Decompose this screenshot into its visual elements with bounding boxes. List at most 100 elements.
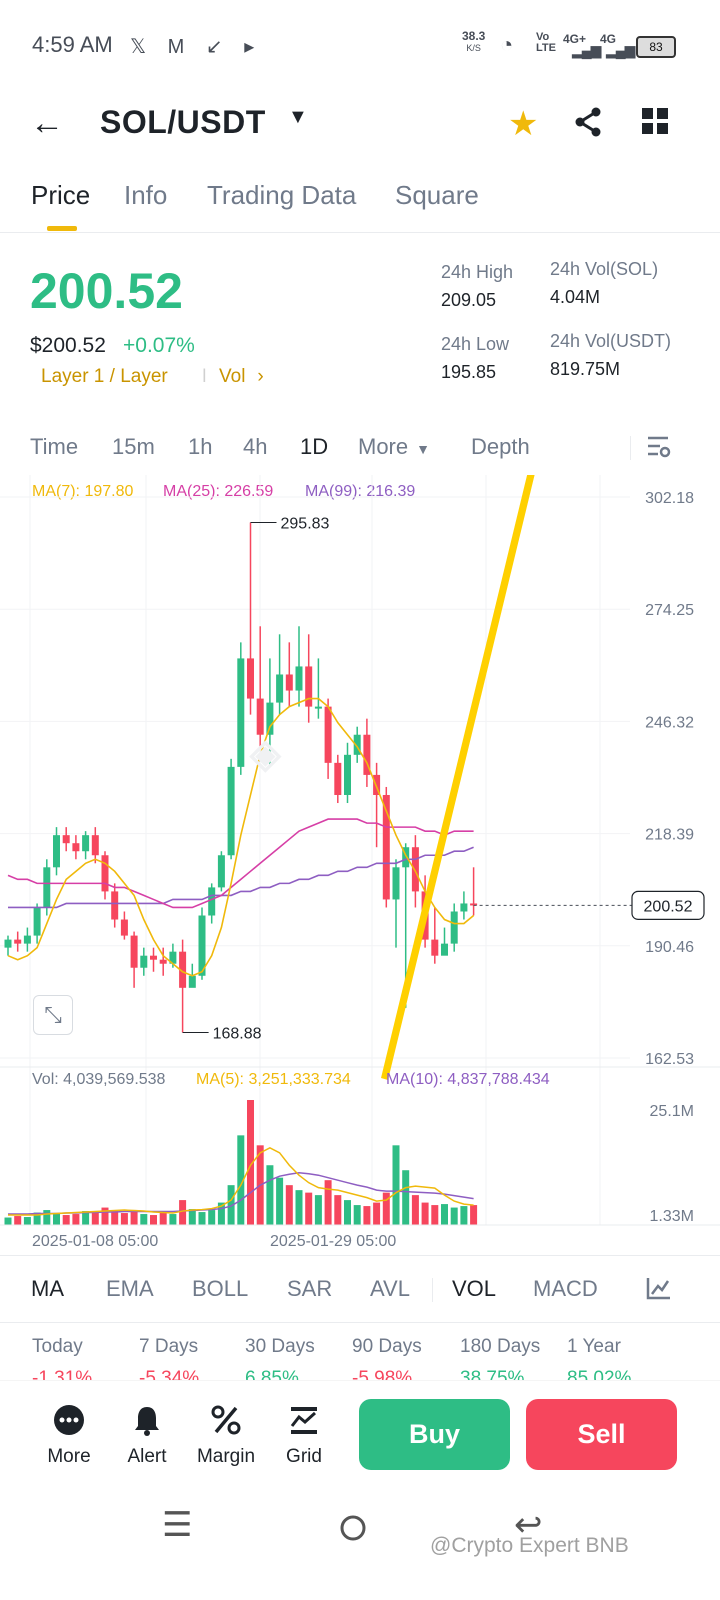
indicator-avl[interactable]: AVL bbox=[370, 1276, 410, 1301]
more-button[interactable]: More bbox=[29, 1404, 109, 1468]
candle-body bbox=[120, 919, 128, 936]
ma25-legend: MA(25): 226.59 bbox=[163, 483, 274, 500]
watermark-text: @Crypto Expert BNB bbox=[430, 1534, 629, 1557]
current-price-badge bbox=[631, 890, 705, 920]
perf-label-today: Today bbox=[32, 1336, 83, 1357]
candle-body bbox=[441, 943, 448, 956]
vol-usdt-label: 24h Vol(USDT) bbox=[550, 331, 672, 351]
volume-bar bbox=[33, 1212, 41, 1225]
tab-square[interactable]: Square bbox=[395, 180, 479, 210]
candle-body bbox=[285, 674, 293, 691]
perf-label-7d: 7 Days bbox=[139, 1336, 199, 1357]
candle-body bbox=[450, 911, 458, 944]
volume-bar bbox=[314, 1195, 322, 1225]
volume-bar bbox=[101, 1207, 109, 1225]
volume-bar bbox=[23, 1217, 31, 1225]
pair-title[interactable]: SOL/USDT bbox=[100, 104, 266, 140]
volume-bar bbox=[53, 1213, 60, 1225]
volume-bar bbox=[62, 1215, 70, 1225]
sell-button[interactable]: Sell bbox=[526, 1399, 677, 1470]
candle-body bbox=[237, 658, 245, 767]
tab-info[interactable]: Info bbox=[124, 180, 168, 210]
more-dots-icon bbox=[29, 1404, 109, 1440]
main-tabs bbox=[0, 176, 720, 233]
y-tick-label: 190.46 bbox=[645, 939, 694, 956]
star-icon[interactable]: ★ bbox=[508, 105, 539, 143]
candle-body bbox=[295, 666, 303, 691]
battery-indicator: 83 bbox=[636, 36, 676, 58]
timeframe-more[interactable]: More ▼ bbox=[358, 434, 430, 459]
indicator-settings-icon[interactable] bbox=[646, 1276, 672, 1307]
volume-bar bbox=[421, 1202, 429, 1225]
home-circle-icon[interactable] bbox=[338, 1505, 368, 1552]
y-tick-label: 274.25 bbox=[645, 602, 694, 619]
timeframe-4h[interactable]: 4h bbox=[243, 434, 268, 459]
indicator-vol[interactable]: VOL bbox=[452, 1276, 497, 1301]
grid-icon[interactable] bbox=[640, 106, 670, 144]
back-nav-icon[interactable]: ↩ bbox=[514, 1506, 543, 1544]
price-chart[interactable]: 302.18 274.25 246.32 218.39 190.46 162.53 295.… bbox=[0, 475, 720, 1255]
indicator-ma[interactable]: MA bbox=[31, 1276, 64, 1301]
high-marker-label: 295.83 bbox=[281, 516, 330, 533]
volume-bar bbox=[276, 1177, 284, 1225]
volume-bar bbox=[120, 1213, 128, 1225]
low-value: 195.85 bbox=[441, 362, 497, 382]
candle-body bbox=[23, 935, 31, 944]
candle-body bbox=[411, 847, 419, 892]
candle-body bbox=[208, 887, 216, 916]
recent-apps-icon[interactable]: ☰ bbox=[162, 1506, 193, 1544]
price-change: +0.07% bbox=[123, 334, 195, 357]
signal-bars-icon-2: ▂▄▆ bbox=[606, 42, 635, 58]
alert-button[interactable]: Alert bbox=[107, 1404, 187, 1468]
timeframe-15m[interactable]: 15m bbox=[112, 434, 155, 459]
candle-body bbox=[276, 674, 284, 703]
candle-body bbox=[111, 891, 119, 920]
status-bar: 4:59 AM 𝕏 M ↙ ▸ 38.3 K/S ◔ Vo LTE 4G+ ▂▄… bbox=[0, 0, 720, 90]
tab-trading-data[interactable]: Trading Data bbox=[207, 180, 357, 210]
high-value: 209.05 bbox=[441, 290, 497, 310]
candle-body bbox=[392, 867, 400, 900]
candle-body bbox=[91, 835, 99, 856]
timeframe-1h[interactable]: 1h bbox=[188, 434, 213, 459]
volume-bar bbox=[373, 1202, 381, 1225]
y-tick-label: 218.39 bbox=[645, 827, 694, 844]
indicator-macd[interactable]: MACD bbox=[533, 1276, 598, 1301]
candle-body bbox=[353, 734, 361, 755]
ma99-legend: MA(99): 216.39 bbox=[305, 483, 416, 500]
indicator-boll[interactable]: BOLL bbox=[192, 1276, 249, 1301]
back-arrow-icon[interactable]: ← bbox=[30, 104, 64, 142]
indicator-sar[interactable]: SAR bbox=[287, 1276, 333, 1301]
pair-dropdown-icon[interactable]: ▼ bbox=[288, 106, 308, 128]
volume-bar bbox=[460, 1206, 468, 1225]
candle-body bbox=[324, 706, 332, 763]
timeframe-1d[interactable]: 1D bbox=[300, 434, 329, 459]
volume-bar bbox=[237, 1135, 245, 1225]
vol-link[interactable]: Vol › bbox=[219, 366, 264, 387]
candle-body bbox=[227, 766, 235, 856]
indicator-ema[interactable]: EMA bbox=[106, 1276, 154, 1301]
volte-badge: Vo LTE bbox=[536, 31, 556, 54]
share-icon[interactable] bbox=[572, 106, 604, 146]
candle-body bbox=[460, 903, 468, 912]
candle-body bbox=[305, 666, 313, 707]
volume-bar bbox=[91, 1212, 99, 1225]
volume-bar bbox=[441, 1204, 448, 1225]
candle-body bbox=[72, 843, 80, 852]
perf-label-90d: 90 Days bbox=[352, 1336, 422, 1357]
perf-value-1y: 85.02% bbox=[567, 1368, 632, 1380]
category-tag[interactable]: Layer 1 / Layer bbox=[41, 366, 168, 387]
candle-body bbox=[169, 951, 177, 964]
expand-chart-icon[interactable]: ⤡ bbox=[33, 995, 73, 1035]
volume-bar bbox=[285, 1185, 293, 1225]
timeframe-time[interactable]: Time bbox=[30, 434, 79, 459]
volume-bar bbox=[450, 1207, 458, 1225]
grid-bot-button[interactable]: Grid bbox=[264, 1404, 344, 1468]
chart-settings-icon[interactable] bbox=[646, 434, 672, 465]
candle-body bbox=[43, 867, 51, 908]
buy-button[interactable]: Buy bbox=[359, 1399, 510, 1470]
volume-bar bbox=[431, 1205, 439, 1225]
volume-bar bbox=[344, 1200, 351, 1225]
tab-price[interactable]: Price bbox=[31, 180, 91, 210]
margin-button[interactable]: Margin bbox=[186, 1404, 266, 1468]
timeframe-depth[interactable]: Depth bbox=[471, 434, 530, 459]
